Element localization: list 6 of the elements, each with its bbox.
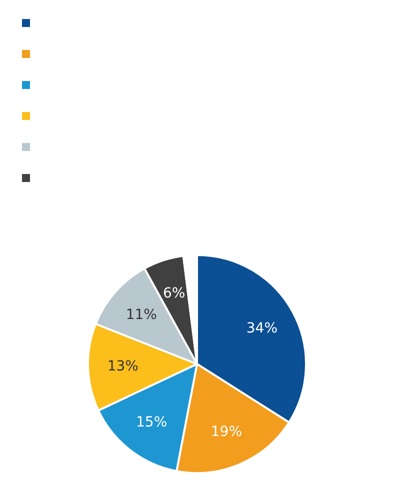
data-label: 34% bbox=[246, 320, 278, 336]
data-label: 6% bbox=[162, 286, 186, 302]
data-label: 13% bbox=[107, 358, 138, 374]
data-label: 15% bbox=[136, 414, 168, 431]
data-label: 11% bbox=[126, 306, 157, 323]
data-label: 19% bbox=[210, 424, 242, 440]
